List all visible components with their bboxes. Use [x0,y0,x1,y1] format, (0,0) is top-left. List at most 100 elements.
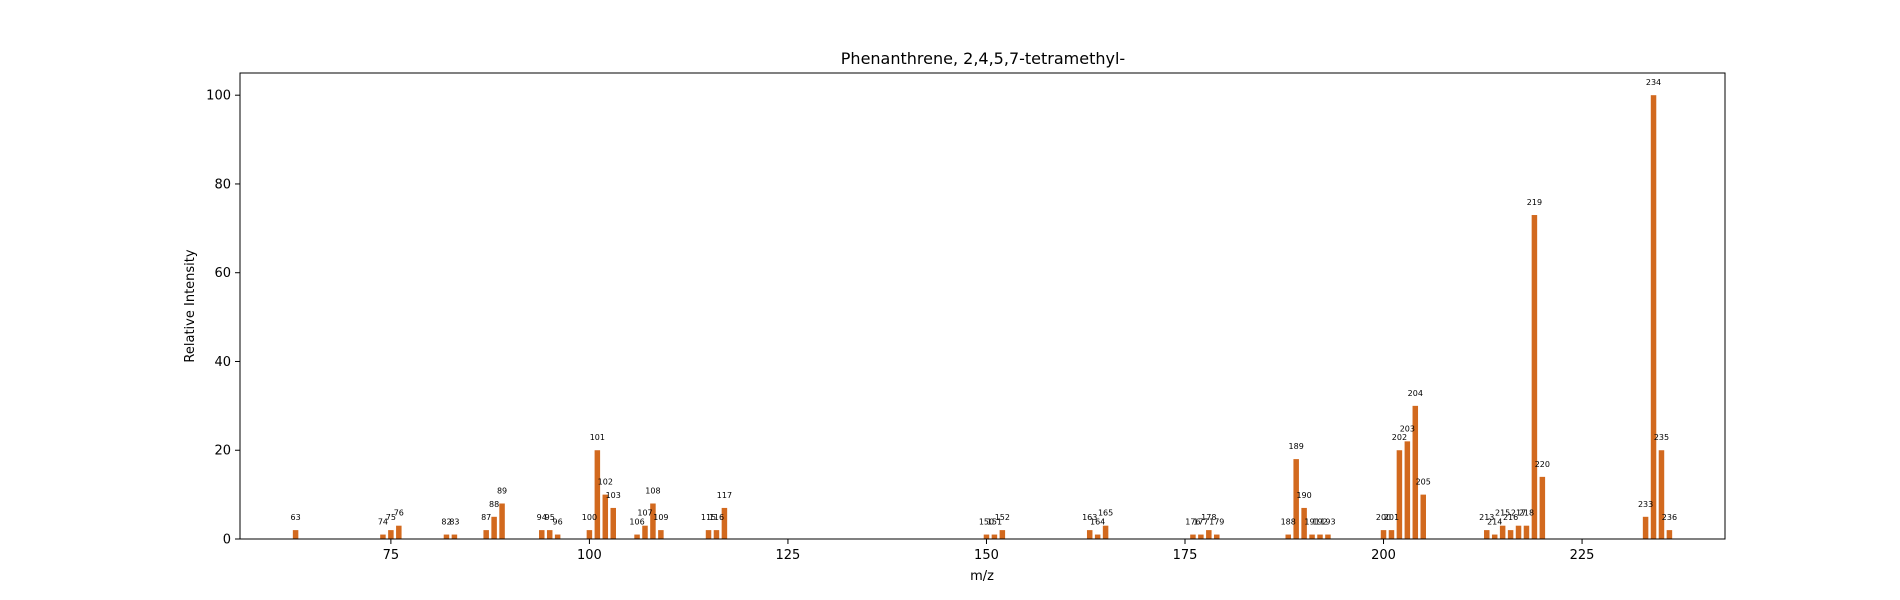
bar-mz-220 [1539,476,1546,539]
y-tick-label-60: 60 [214,266,231,281]
bar-mz-201 [1388,530,1395,539]
peak-label-74: 74 [378,518,388,527]
bar-mz-178 [1206,530,1212,539]
bar-mz-192 [1317,534,1323,539]
bar-mz-202 [1396,450,1403,539]
bar-mz-95 [546,530,553,539]
peak-label-150: 150 [979,518,994,527]
bar-mz-96 [554,534,561,539]
peak-label-102: 102 [598,478,613,487]
bar-mz-109 [658,530,664,539]
bar-mz-213 [1484,530,1490,539]
peak-label-234: 234 [1646,78,1661,87]
peak-label-233: 233 [1638,500,1653,509]
bar-mz-89 [499,503,505,539]
x-tick-label-200: 200 [1371,548,1396,563]
bar-mz-177 [1198,534,1204,539]
peak-label-236: 236 [1662,513,1677,522]
peak-label-192: 192 [1312,518,1327,527]
bar-mz-63 [292,530,299,539]
peak-label-101: 101 [590,433,605,442]
bar-mz-205 [1420,494,1426,539]
peak-label-83: 83 [449,518,459,527]
bar-mz-107 [642,525,648,539]
bar-mz-87 [483,530,489,539]
x-tick-label-175: 175 [1173,548,1198,563]
peak-label-82: 82 [441,518,451,527]
peak-label-163: 163 [1082,513,1097,522]
bar-mz-116 [713,530,720,539]
peak-label-189: 189 [1289,442,1304,451]
peak-label-115: 115 [701,513,716,522]
bar-mz-191 [1309,534,1315,539]
peak-label-151: 151 [987,518,1002,527]
peak-label-188: 188 [1281,518,1296,527]
bar-mz-190 [1301,507,1307,539]
bar-mz-203 [1404,441,1411,539]
y-tick-label-20: 20 [214,444,231,459]
peak-label-87: 87 [481,513,491,522]
bar-mz-176 [1190,534,1196,539]
bar-mz-179 [1214,534,1220,539]
y-axis-label: Relative Intensity [183,249,198,362]
peak-label-176: 176 [1185,518,1200,527]
peak-label-107: 107 [637,509,652,518]
peak-label-117: 117 [717,491,732,500]
peak-label-94: 94 [537,513,547,522]
x-tick-label-100: 100 [577,548,602,563]
bar-mz-115 [705,530,712,539]
peak-label-152: 152 [995,513,1010,522]
peak-label-178: 178 [1201,513,1216,522]
peak-label-63: 63 [290,513,300,522]
bar-mz-217 [1515,525,1522,539]
bar-mz-150 [983,534,990,539]
bar-mz-234 [1650,95,1657,539]
peak-label-164: 164 [1090,518,1105,527]
x-tick-label-125: 125 [776,548,801,563]
bar-mz-233 [1642,516,1649,539]
peak-label-89: 89 [497,487,507,496]
peak-label-217: 217 [1511,509,1526,518]
bar-mz-216 [1507,530,1514,539]
bar-mz-94 [539,530,545,539]
bar-mz-76 [396,525,402,539]
peak-label-203: 203 [1400,424,1415,433]
x-tick-label-150: 150 [974,548,999,563]
peak-label-190: 190 [1296,491,1311,500]
peak-label-95: 95 [545,513,555,522]
peak-label-202: 202 [1392,433,1407,442]
peak-label-88: 88 [489,500,499,509]
x-tick-label-225: 225 [1570,548,1595,563]
peak-label-214: 214 [1487,518,1502,527]
peak-label-108: 108 [645,487,660,496]
x-axis-ticks: 75 100 125 150 175 200 225 [383,539,1595,563]
peak-label-103: 103 [606,491,621,500]
bar-mz-100 [586,530,593,539]
bar-mz-101 [594,450,601,539]
peak-label-216: 216 [1503,513,1518,522]
y-tick-label-0: 0 [223,533,231,548]
peak-label-205: 205 [1416,478,1431,487]
peak-label-204: 204 [1408,389,1423,398]
peak-label-106: 106 [629,518,644,527]
bar-mz-235 [1658,450,1665,539]
y-axis-ticks: 0 20 40 60 80 100 [206,89,240,548]
peak-label-191: 191 [1304,518,1319,527]
peak-label-96: 96 [553,518,563,527]
peak-label-109: 109 [653,513,668,522]
bar-mz-163 [1086,530,1093,539]
bars-group [292,95,1673,539]
peak-label-235: 235 [1654,433,1669,442]
bar-mz-218 [1523,525,1530,539]
bar-mz-82 [443,534,450,539]
peak-label-76: 76 [394,509,404,518]
y-tick-label-80: 80 [214,177,231,192]
bar-mz-236 [1666,530,1673,539]
bar-mz-151 [991,534,998,539]
x-tick-label-75: 75 [383,548,400,563]
bar-mz-219 [1531,215,1538,539]
peak-label-215: 215 [1495,509,1510,518]
y-tick-label-40: 40 [214,355,231,370]
plot-frame [239,72,1726,540]
bar-mz-152 [999,530,1006,539]
